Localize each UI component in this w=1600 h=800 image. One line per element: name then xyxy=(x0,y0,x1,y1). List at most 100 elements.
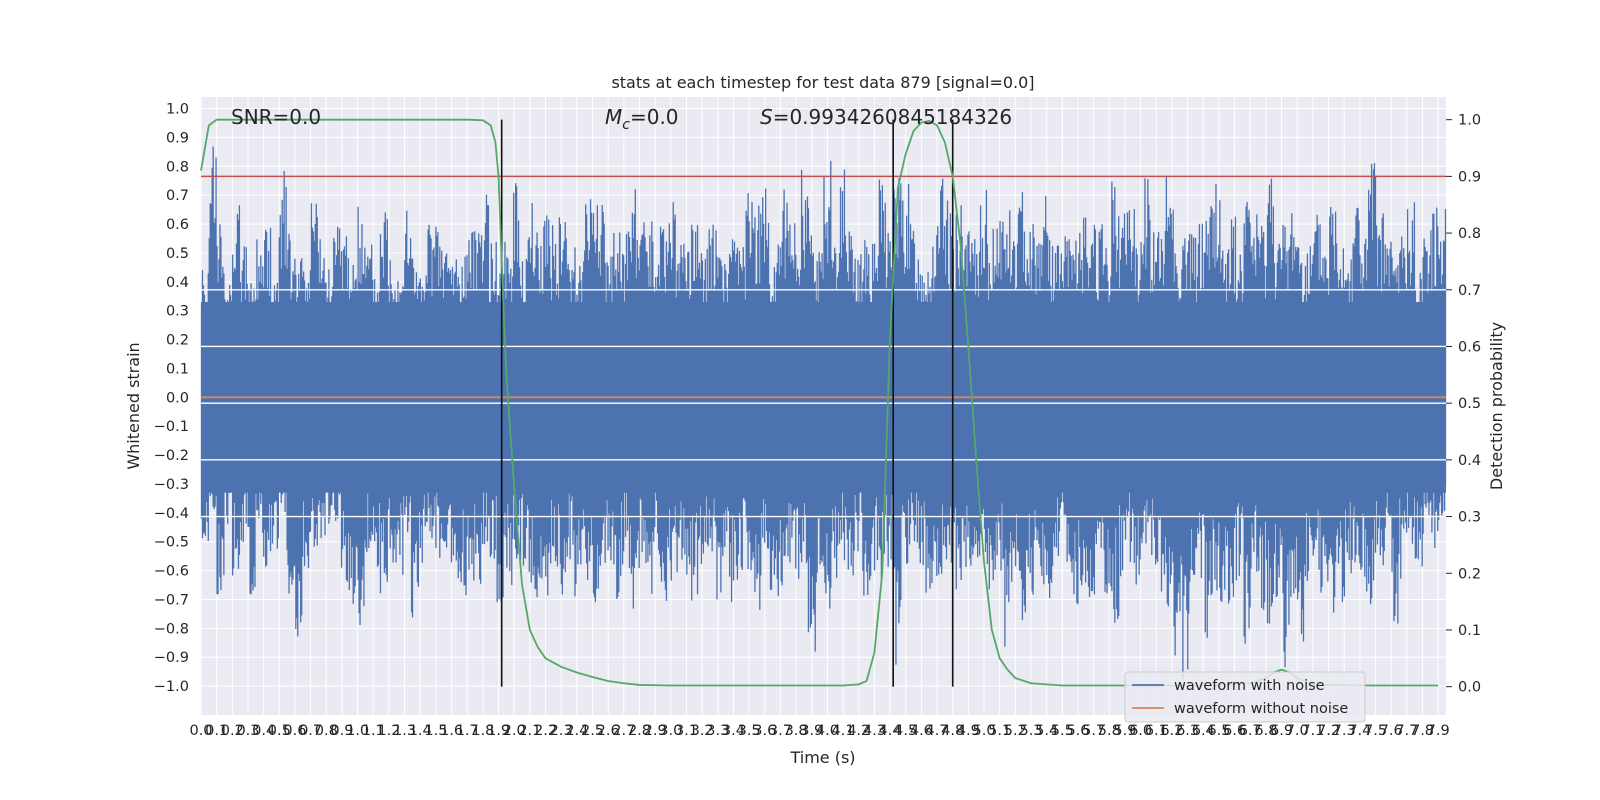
y-axis-label: Whitened strain xyxy=(124,342,143,469)
x-tick-label: 5.2 xyxy=(1004,723,1027,739)
probability-series xyxy=(200,118,1439,687)
y-right-tick-label: 0.3 xyxy=(1458,510,1481,526)
x-tick-label: 0.8 xyxy=(315,723,338,739)
x-tick-label: 4.7 xyxy=(926,723,949,739)
x-tick-label: 7.6 xyxy=(1380,723,1403,739)
x-tick-label: 2.0 xyxy=(503,723,526,739)
x-tick-label: 5.1 xyxy=(988,723,1011,739)
x-tick-label: 0.2 xyxy=(221,723,244,739)
x-tick-label: 5.5 xyxy=(1051,723,1074,739)
x-tick-label: 7.2 xyxy=(1317,723,1340,739)
x-tick-label: 4.5 xyxy=(894,723,917,739)
x-ticks: 0.00.10.20.30.40.50.60.70.80.91.01.11.2 1… xyxy=(189,723,1449,739)
x-tick-label: 7.4 xyxy=(1348,723,1371,739)
legend: waveform with noise waveform without noi… xyxy=(1124,671,1366,723)
y-tick-label: −0.2 xyxy=(154,448,189,464)
right-y-ticks: 1.0 0.9 0.8 0.7 0.6 0.5 0.4 0.3 0.2 0.1 0.0 xyxy=(1446,113,1481,696)
y-tick-label: −0.8 xyxy=(154,621,189,637)
x-tick-label: 0.9 xyxy=(330,723,353,739)
x-tick-label: 0.1 xyxy=(205,723,228,739)
x-tick-label: 2.1 xyxy=(518,723,541,739)
x-tick-label: 4.6 xyxy=(910,723,933,739)
x-tick-label: 5.6 xyxy=(1066,723,1089,739)
y-right-tick-label: 0.1 xyxy=(1458,623,1481,639)
y-tick-label: 0.2 xyxy=(166,333,189,349)
y-right-tick-label: 1.0 xyxy=(1458,113,1481,129)
x-tick-label: 0.3 xyxy=(236,723,259,739)
left-y-ticks: 1.0 0.9 0.8 0.7 0.6 0.5 0.4 0.3 0.2 0.1 0.0 −0.1 −0.… xyxy=(154,102,189,696)
legend-label-clean: waveform without noise xyxy=(1174,701,1348,717)
x-tick-label: 3.3 xyxy=(706,723,729,739)
x-tick-label: 5.9 xyxy=(1113,723,1136,739)
x-tick-label: 3.8 xyxy=(785,723,808,739)
x-tick-label: 6.9 xyxy=(1270,723,1293,739)
y-right-tick-label: 0.9 xyxy=(1458,169,1481,185)
x-tick-label: 6.5 xyxy=(1207,723,1230,739)
y-tick-label: −0.3 xyxy=(154,477,189,493)
x-tick-label: 1.4 xyxy=(409,723,432,739)
y-tick-label: −0.1 xyxy=(154,419,189,435)
x-tick-label: 3.5 xyxy=(738,723,761,739)
x-tick-label: 2.8 xyxy=(628,723,651,739)
y-tick-label: 0.9 xyxy=(166,130,189,146)
y-tick-label: 0.1 xyxy=(166,361,189,377)
y-tick-label: 0.6 xyxy=(166,217,189,233)
y-right-tick-label: 0.2 xyxy=(1458,566,1481,582)
x-tick-label: 2.2 xyxy=(534,723,557,739)
legend-label-noise: waveform with noise xyxy=(1174,678,1325,694)
y-right-tick-label: 0.6 xyxy=(1458,339,1481,355)
x-tick-label: 5.3 xyxy=(1019,723,1042,739)
x-tick-label: 6.0 xyxy=(1129,723,1152,739)
y-right-tick-label: 0.4 xyxy=(1458,453,1481,469)
mc-annotation: Mc=0.0 xyxy=(605,105,679,133)
x-tick-label: 0.7 xyxy=(299,723,322,739)
x-tick-label: 1.7 xyxy=(456,723,479,739)
x-tick-label: 3.6 xyxy=(753,723,776,739)
x-tick-label: 1.5 xyxy=(424,723,447,739)
probability-line xyxy=(200,118,1439,687)
x-tick-label: 6.2 xyxy=(1160,723,1183,739)
x-tick-label: 7.0 xyxy=(1286,723,1309,739)
x-axis-label: Time (s) xyxy=(789,748,855,767)
x-tick-label: 6.3 xyxy=(1176,723,1199,739)
y-tick-label: 0.3 xyxy=(166,304,189,320)
x-tick-label: 5.4 xyxy=(1035,723,1058,739)
x-tick-label: 4.9 xyxy=(957,723,980,739)
y-tick-label: −0.5 xyxy=(154,535,189,551)
x-tick-label: 3.7 xyxy=(769,723,792,739)
x-tick-label: 3.9 xyxy=(800,723,823,739)
x-tick-label: 7.8 xyxy=(1411,723,1434,739)
horizontal-lines xyxy=(201,175,1446,518)
x-tick-label: 2.6 xyxy=(597,723,620,739)
x-tick-label: 0.5 xyxy=(268,723,291,739)
x-tick-label: 1.8 xyxy=(471,723,494,739)
x-tick-label: 0.4 xyxy=(252,723,275,739)
y-tick-label: 0.7 xyxy=(166,188,189,204)
x-tick-label: 1.0 xyxy=(346,723,369,739)
x-tick-label: 4.1 xyxy=(832,723,855,739)
y-tick-label: 0.8 xyxy=(166,159,189,175)
x-tick-label: 3.0 xyxy=(659,723,682,739)
x-tick-label: 1.1 xyxy=(362,723,385,739)
y-tick-label: 1.0 xyxy=(166,102,189,118)
y-tick-label: −0.9 xyxy=(154,650,189,666)
y-right-tick-label: 0.8 xyxy=(1458,226,1481,242)
x-tick-label: 1.2 xyxy=(377,723,400,739)
y-tick-label: 0.0 xyxy=(166,390,189,406)
y-right-axis-label: Detection probability xyxy=(1487,322,1506,490)
x-tick-label: 7.9 xyxy=(1427,723,1450,739)
y-tick-label: 0.4 xyxy=(166,275,189,291)
x-tick-label: 7.7 xyxy=(1395,723,1418,739)
x-tick-label: 1.6 xyxy=(440,723,463,739)
x-tick-label: 5.0 xyxy=(972,723,995,739)
legend-box xyxy=(1124,671,1366,723)
y-tick-label: −0.4 xyxy=(154,506,189,522)
x-tick-label: 0.6 xyxy=(283,723,306,739)
y-right-tick-label: 0.5 xyxy=(1458,396,1481,412)
x-tick-label: 2.7 xyxy=(612,723,635,739)
x-tick-label: 0.0 xyxy=(189,723,212,739)
x-tick-label: 4.0 xyxy=(816,723,839,739)
x-tick-label: 2.9 xyxy=(644,723,667,739)
x-tick-label: 4.3 xyxy=(863,723,886,739)
